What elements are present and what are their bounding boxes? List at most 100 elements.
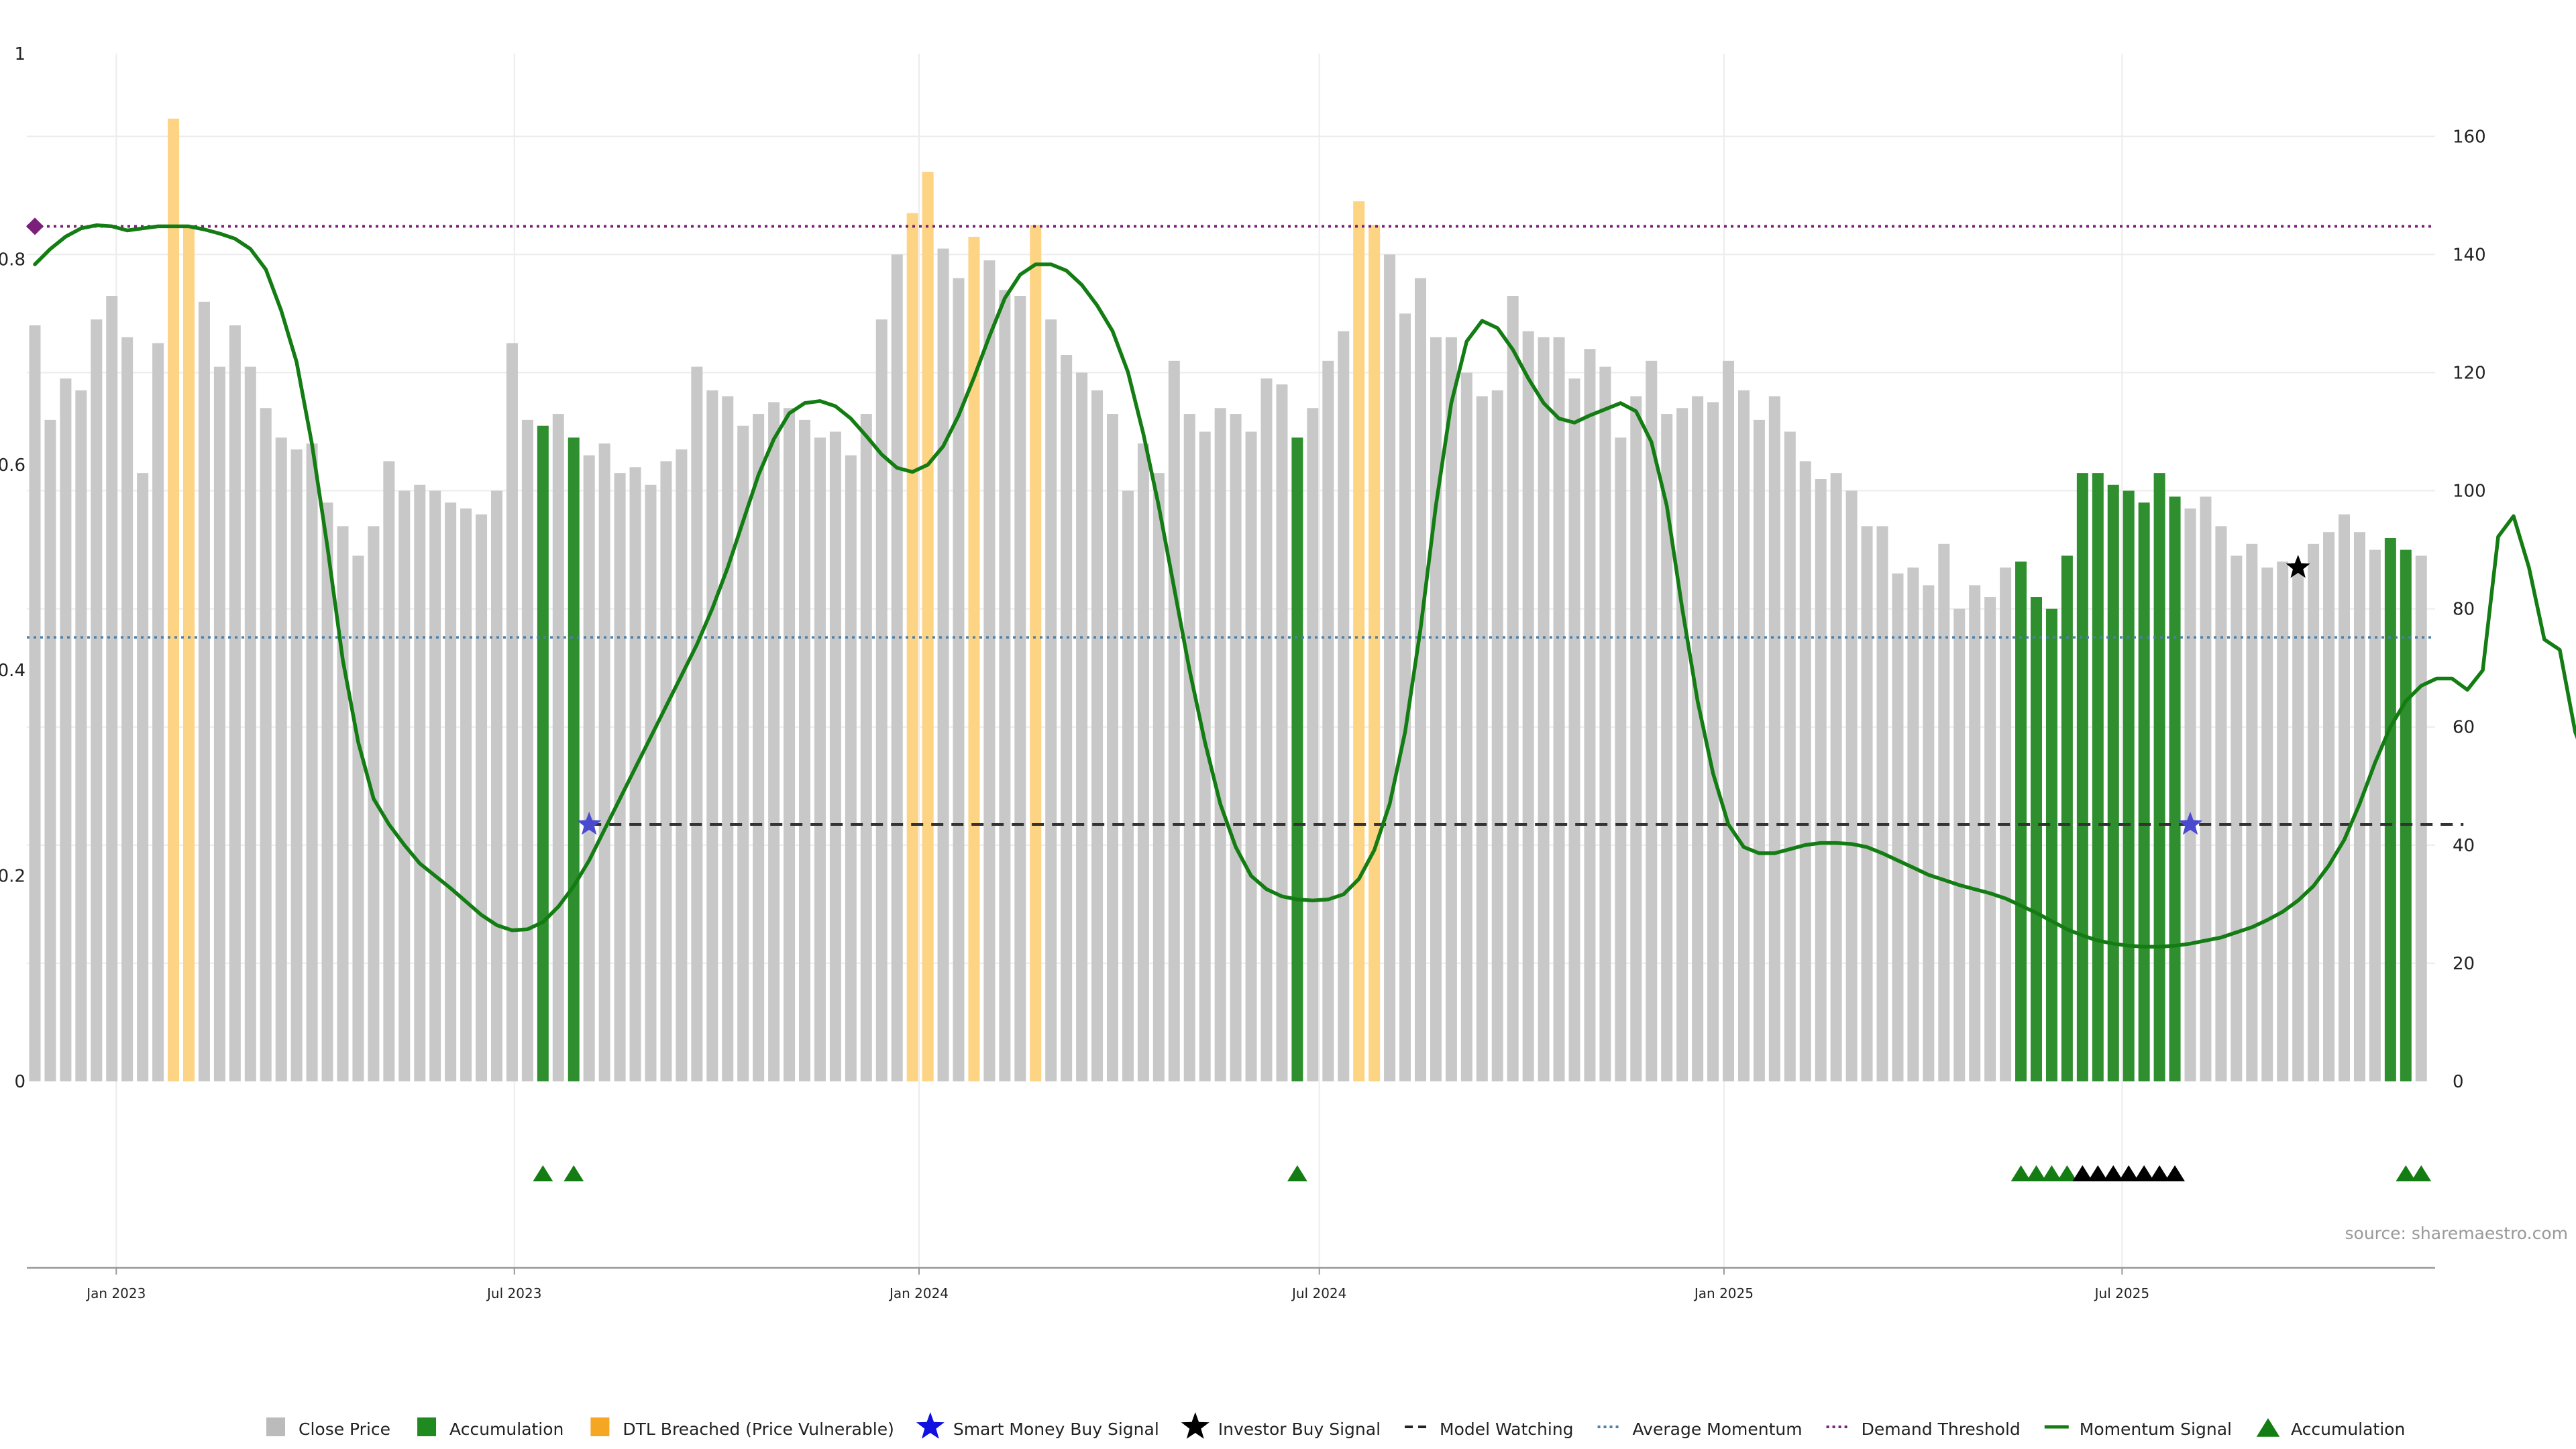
close-price-bar bbox=[2415, 555, 2427, 1081]
close-price-bar bbox=[1137, 443, 1149, 1081]
close-price-bar bbox=[213, 366, 225, 1081]
close-price-bar bbox=[706, 390, 718, 1081]
close-price-bar bbox=[2123, 490, 2135, 1081]
close-price-bar bbox=[2138, 502, 2150, 1081]
close-price-bar bbox=[768, 402, 780, 1081]
close-price-bar bbox=[368, 526, 380, 1081]
right-tick-label: 140 bbox=[2453, 245, 2486, 265]
close-price-bar bbox=[1845, 490, 1858, 1081]
legend-star-icon bbox=[916, 1412, 945, 1439]
close-price-bar bbox=[1538, 337, 1550, 1081]
close-price-bar bbox=[1338, 331, 1350, 1081]
close-price-bar bbox=[845, 455, 857, 1081]
close-price-bar bbox=[1830, 473, 1842, 1081]
x-tick-label: Jan 2023 bbox=[85, 1285, 146, 1301]
demand-threshold-marker bbox=[26, 217, 44, 235]
close-price-bar bbox=[1368, 225, 1381, 1081]
close-price-bar bbox=[1322, 360, 1334, 1081]
close-price-bar bbox=[568, 437, 580, 1081]
accumulation-triangle-icon bbox=[2165, 1165, 2185, 1182]
close-price-bar bbox=[1168, 360, 1180, 1081]
close-price-bar bbox=[1815, 478, 1827, 1081]
close-price-bar bbox=[968, 236, 980, 1082]
close-price-bar bbox=[352, 555, 364, 1081]
close-price-bar bbox=[2045, 608, 2057, 1081]
accumulation-triangle-icon bbox=[2149, 1165, 2170, 1182]
legend: Close Price Accumulation DTL Breached (Pri… bbox=[266, 1412, 2405, 1439]
close-price-bar bbox=[121, 337, 133, 1081]
close-price-bar bbox=[1030, 225, 1042, 1081]
close-price-bar bbox=[2169, 496, 2181, 1081]
close-price-bar bbox=[583, 455, 595, 1081]
close-price-bar bbox=[506, 343, 518, 1081]
right-tick-label: 60 bbox=[2453, 718, 2475, 738]
close-price-bar bbox=[1476, 396, 1488, 1081]
close-price-bar bbox=[2153, 473, 2165, 1081]
x-tick-label: Jul 2023 bbox=[486, 1285, 541, 1301]
close-price-bar bbox=[953, 278, 965, 1081]
axes: Jan 2023 Jul 2023 Jan 2024 Jul 2024 Jan 2025… bbox=[0, 44, 2568, 1301]
close-price-bar bbox=[183, 225, 195, 1081]
close-price-bar bbox=[1938, 543, 1950, 1081]
close-price-bar bbox=[137, 473, 149, 1081]
investor-star-icon bbox=[2286, 555, 2310, 578]
close-price-bar bbox=[1784, 431, 1796, 1081]
close-price-bar bbox=[2323, 532, 2335, 1081]
close-price-bar bbox=[1091, 390, 1104, 1081]
close-price-bar bbox=[91, 319, 103, 1081]
legend-label: DTL Breached (Price Vulnerable) bbox=[623, 1419, 894, 1439]
close-price-bar bbox=[691, 366, 703, 1081]
close-price-bar bbox=[445, 502, 457, 1081]
close-price-bar bbox=[321, 502, 333, 1081]
close-price-bar bbox=[1676, 408, 1688, 1081]
close-price-bar bbox=[1923, 585, 1935, 1081]
legend-swatch bbox=[266, 1417, 285, 1436]
close-price-bar bbox=[999, 290, 1011, 1082]
momentum-signal-line bbox=[33, 223, 2576, 949]
close-price-bar bbox=[2031, 597, 2042, 1081]
legend-label: Smart Money Buy Signal bbox=[953, 1419, 1159, 1439]
close-price-bar bbox=[829, 431, 841, 1081]
left-tick-label: 0.6 bbox=[0, 455, 25, 476]
close-price-bar bbox=[106, 295, 118, 1081]
close-price-bar bbox=[753, 414, 765, 1081]
close-price-bar bbox=[1353, 201, 1365, 1081]
accumulation-triangle-icon bbox=[2010, 1165, 2031, 1182]
close-price-bar bbox=[2200, 496, 2212, 1081]
accumulation-triangle-icon bbox=[533, 1165, 553, 1182]
close-price-bar bbox=[2400, 549, 2412, 1081]
legend-label: Close Price bbox=[299, 1419, 390, 1439]
close-price-bar bbox=[429, 490, 441, 1081]
close-price-bar bbox=[1230, 414, 1242, 1081]
close-price-bar bbox=[2339, 514, 2350, 1081]
close-price-bar bbox=[891, 254, 903, 1081]
accumulation-triangle-icon bbox=[2118, 1165, 2139, 1182]
close-price-bar bbox=[2184, 508, 2196, 1081]
close-price-bar bbox=[1291, 437, 1303, 1081]
close-price-bar bbox=[1014, 295, 1026, 1081]
close-price-bar bbox=[521, 419, 533, 1081]
close-price-bar bbox=[1152, 473, 1165, 1081]
close-price-bar bbox=[860, 414, 872, 1081]
left-tick-label: 0 bbox=[14, 1072, 25, 1092]
x-tick-label: Jul 2025 bbox=[2094, 1285, 2149, 1301]
right-tick-label: 40 bbox=[2453, 836, 2475, 856]
close-price-bar bbox=[1507, 295, 1519, 1081]
close-price-bar bbox=[460, 508, 472, 1081]
close-price-bar bbox=[2277, 561, 2289, 1081]
close-price-bar bbox=[537, 425, 549, 1081]
close-price-bar bbox=[1876, 526, 1888, 1081]
close-price-bar bbox=[75, 390, 87, 1081]
close-price-bar bbox=[2076, 473, 2088, 1081]
close-price-bar bbox=[275, 437, 287, 1081]
close-price-bar bbox=[44, 419, 56, 1081]
close-price-bars bbox=[29, 118, 2427, 1082]
x-tick-label: Jan 2024 bbox=[888, 1285, 949, 1301]
legend-triangle-icon bbox=[2256, 1418, 2280, 1437]
close-price-bar bbox=[1692, 396, 1704, 1081]
close-price-bar bbox=[1892, 573, 1904, 1081]
close-price-bar bbox=[2061, 555, 2073, 1081]
close-price-bar bbox=[614, 473, 626, 1081]
close-price-bar bbox=[2384, 537, 2396, 1081]
